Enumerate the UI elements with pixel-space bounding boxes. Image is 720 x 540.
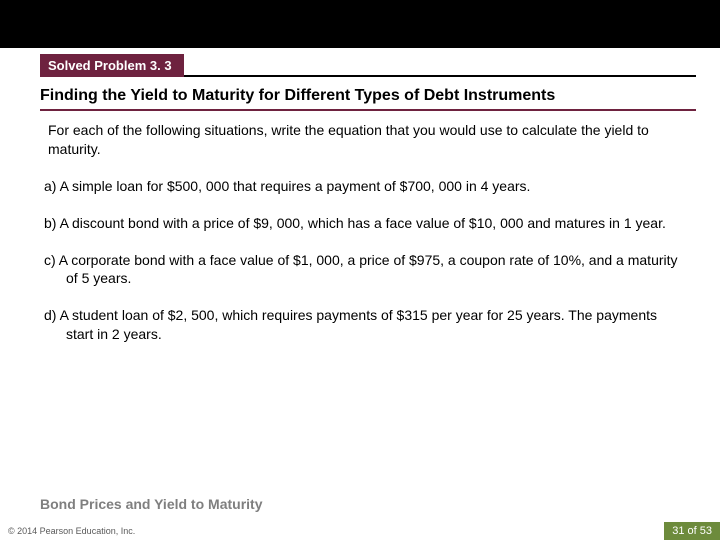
list-item: b) A discount bond with a price of $9, 0… (44, 214, 678, 233)
badge-rule (184, 75, 696, 77)
list-item-text: d) A student loan of $2, 500, which requ… (44, 306, 678, 344)
intro-text: For each of the following situations, wr… (48, 121, 678, 159)
badge-row: Solved Problem 3. 3 (0, 54, 720, 77)
page-number-chip: 31 of 53 (664, 522, 720, 540)
list-item: d) A student loan of $2, 500, which requ… (44, 306, 678, 344)
top-bar (0, 0, 720, 48)
page-title: Finding the Yield to Maturity for Differ… (40, 87, 688, 105)
problem-badge: Solved Problem 3. 3 (40, 54, 184, 77)
copyright: © 2014 Pearson Education, Inc. (8, 526, 135, 536)
list-item-text: c) A corporate bond with a face value of… (44, 251, 678, 289)
list-item: c) A corporate bond with a face value of… (44, 251, 678, 289)
list-item-text: b) A discount bond with a price of $9, 0… (44, 214, 678, 233)
list-item-text: a) A simple loan for $500, 000 that requ… (44, 177, 678, 196)
list-item: a) A simple loan for $500, 000 that requ… (44, 177, 678, 196)
section-footer: Bond Prices and Yield to Maturity (40, 496, 262, 512)
title-underline (40, 109, 696, 111)
